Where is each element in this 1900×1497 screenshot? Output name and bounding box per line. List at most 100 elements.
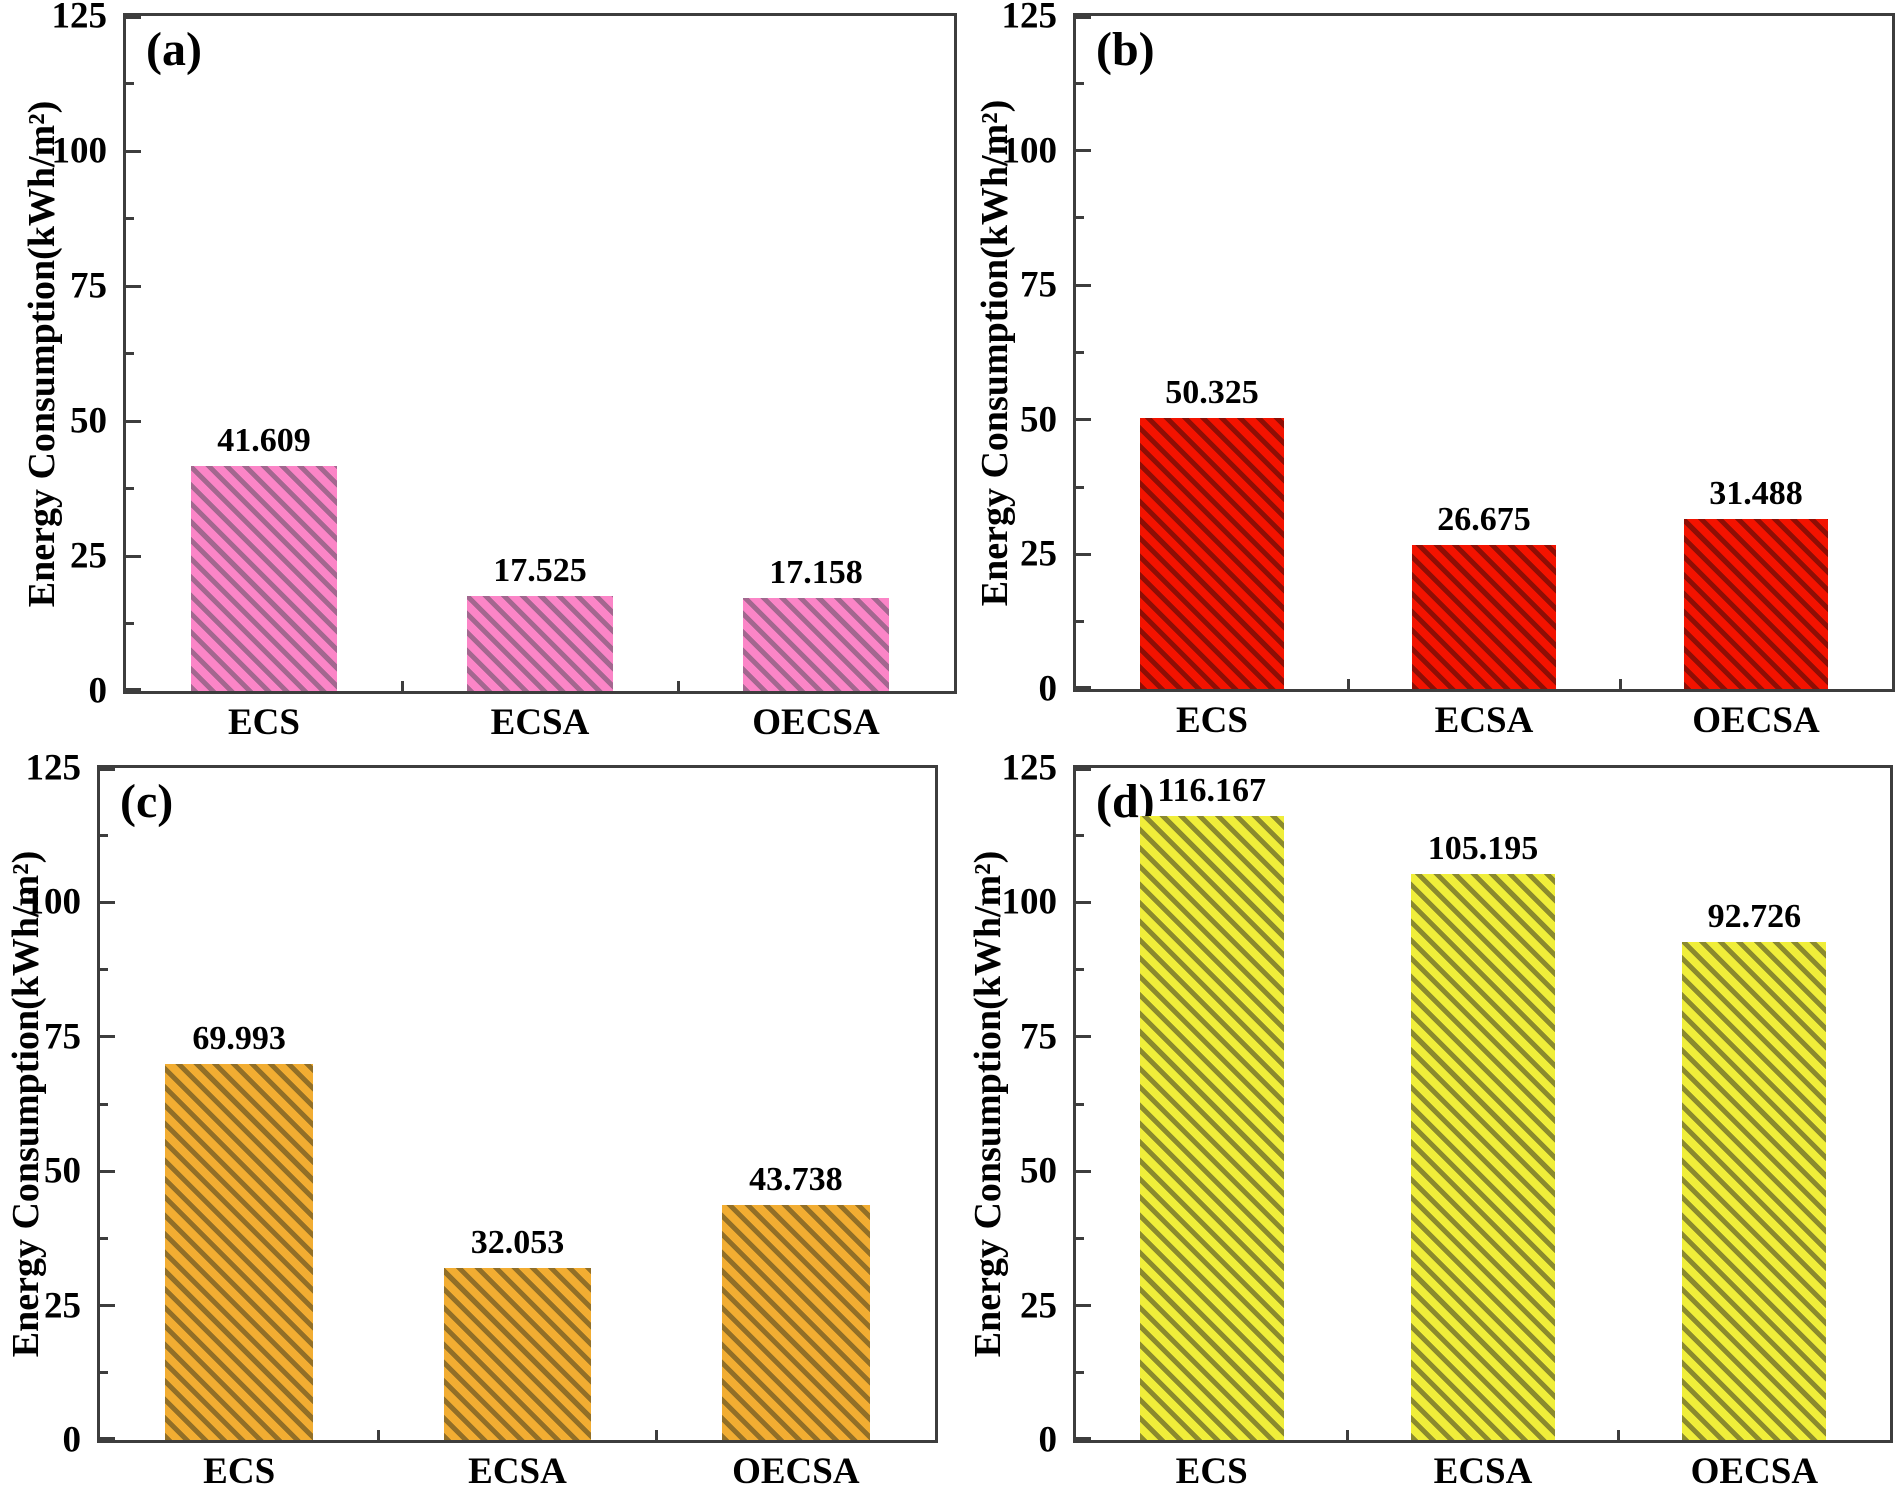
y-tick-label: 50 (1020, 1150, 1057, 1192)
bar-ecsa (1411, 545, 1557, 689)
y-tick-label: 50 (1020, 399, 1057, 441)
x-boundary-tick (1617, 1430, 1621, 1440)
y-tick-label: 0 (62, 1419, 82, 1461)
y-tick-label: 25 (1020, 1285, 1057, 1327)
y-major-tick (100, 1437, 115, 1440)
x-boundary-tick (400, 681, 404, 691)
y-tick-label: 50 (70, 400, 107, 442)
y-tick-label: 25 (44, 1285, 81, 1327)
bar-value-label: 26.675 (1437, 501, 1531, 539)
panel-label: (c) (120, 775, 174, 828)
x-category-label: ECS (1175, 1451, 1248, 1492)
y-major-tick (126, 688, 141, 691)
bar-value-label: 50.325 (1165, 374, 1259, 412)
y-minor-tick (1076, 351, 1084, 354)
y-minor-tick (1076, 485, 1084, 489)
y-tick-label: 125 (25, 747, 82, 789)
y-minor-tick (126, 622, 134, 625)
plot-area: (c) 69.993 32.053 43.738 (97, 765, 938, 1443)
y-minor-tick (100, 833, 108, 837)
y-major-tick (1076, 1437, 1091, 1440)
y-minor-tick (126, 487, 134, 490)
panel-label: (a) (146, 23, 202, 76)
y-major-tick (1076, 768, 1091, 771)
y-axis-title: Energy Consumption(kWh/m²) (21, 100, 63, 607)
bar-ecs (1139, 815, 1284, 1440)
bar-ecsa (1411, 874, 1555, 1440)
x-category-label: ECS (1176, 700, 1248, 741)
y-tick-label: 100 (1001, 881, 1058, 923)
bar-ecs (190, 466, 338, 691)
y-major-tick (1076, 1035, 1091, 1039)
x-category-label: ECSA (490, 702, 590, 743)
y-minor-tick (1076, 1236, 1084, 1240)
bar-value-label: 105.195 (1427, 830, 1539, 868)
y-minor-tick (100, 968, 108, 972)
y-minor-tick (126, 217, 134, 220)
y-tick-label: 75 (70, 265, 107, 307)
y-tick-label: 0 (1038, 668, 1058, 710)
x-category-label: ECSA (468, 1451, 567, 1492)
bar-value-label: 116.167 (1157, 771, 1266, 809)
y-minor-tick (1076, 1102, 1084, 1106)
chart-panel-a: Energy Consumption(kWh/m²) (a) 41.609 17.52… (0, 0, 957, 748)
y-axis-title: Energy Consumption(kWh/m²) (5, 850, 47, 1358)
x-category-label: OECSA (732, 1451, 860, 1492)
bar-ecsa (443, 1267, 592, 1440)
y-major-tick (126, 284, 141, 288)
y-tick-label: 25 (70, 535, 107, 577)
bar-value-label: 92.726 (1707, 897, 1802, 935)
y-major-tick (1076, 1169, 1091, 1173)
panel-label: (b) (1096, 23, 1155, 76)
y-minor-tick (1076, 620, 1084, 624)
y-minor-tick (100, 1371, 108, 1375)
y-major-tick (1076, 418, 1091, 422)
plot-area: (b) 50.325 26.675 31.488 (1073, 13, 1895, 692)
y-major-tick (1076, 149, 1091, 153)
bar-ecs (1139, 418, 1285, 689)
bar-oecsa (1683, 519, 1829, 689)
y-major-tick (100, 1304, 115, 1308)
x-category-label: ECSA (1433, 1451, 1533, 1492)
bar-value-label: 43.738 (749, 1160, 843, 1198)
y-major-tick (126, 554, 141, 558)
x-category-label: OECSA (1690, 1451, 1819, 1492)
y-tick-label: 0 (1038, 1419, 1058, 1461)
y-tick-label: 25 (1020, 533, 1057, 575)
y-minor-tick (1076, 833, 1084, 837)
y-minor-tick (1076, 216, 1084, 220)
y-tick-label: 125 (51, 0, 108, 37)
y-major-tick (1076, 686, 1091, 689)
x-boundary-tick (376, 1430, 380, 1440)
y-minor-tick (126, 82, 134, 85)
y-tick-label: 75 (1020, 1016, 1057, 1058)
y-minor-tick (1076, 1371, 1084, 1375)
bar-value-label: 17.158 (769, 554, 863, 592)
y-major-tick (100, 1035, 115, 1039)
y-tick-label: 50 (44, 1150, 81, 1192)
y-minor-tick (100, 1102, 108, 1106)
y-tick-label: 100 (25, 881, 82, 923)
bar-oecsa (722, 1204, 870, 1440)
bar-ecs (165, 1063, 313, 1440)
x-category-label: OECSA (1692, 700, 1820, 741)
bar-value-label: 17.525 (493, 552, 587, 590)
y-major-tick (126, 419, 141, 423)
y-tick-label: 125 (1001, 0, 1058, 37)
x-boundary-tick (1345, 1430, 1349, 1440)
y-tick-label: 100 (1001, 130, 1058, 172)
y-axis-title: Energy Consumption(kWh/m²) (974, 99, 1016, 606)
plot-area: (a) 41.609 17.525 17.158 (123, 13, 957, 694)
y-major-tick (1076, 900, 1091, 904)
y-minor-tick (126, 352, 134, 355)
bar-value-label: 69.993 (192, 1019, 286, 1057)
bar-ecsa (466, 596, 614, 691)
bar-value-label: 41.609 (217, 422, 311, 460)
y-major-tick (1076, 283, 1091, 287)
y-tick-label: 0 (88, 670, 108, 712)
y-major-tick (126, 16, 141, 19)
chart-panel-b: Energy Consumption(kWh/m²) (b) 50.325 26.67… (950, 0, 1900, 748)
bar-value-label: 32.053 (470, 1223, 565, 1261)
y-major-tick (100, 900, 115, 904)
